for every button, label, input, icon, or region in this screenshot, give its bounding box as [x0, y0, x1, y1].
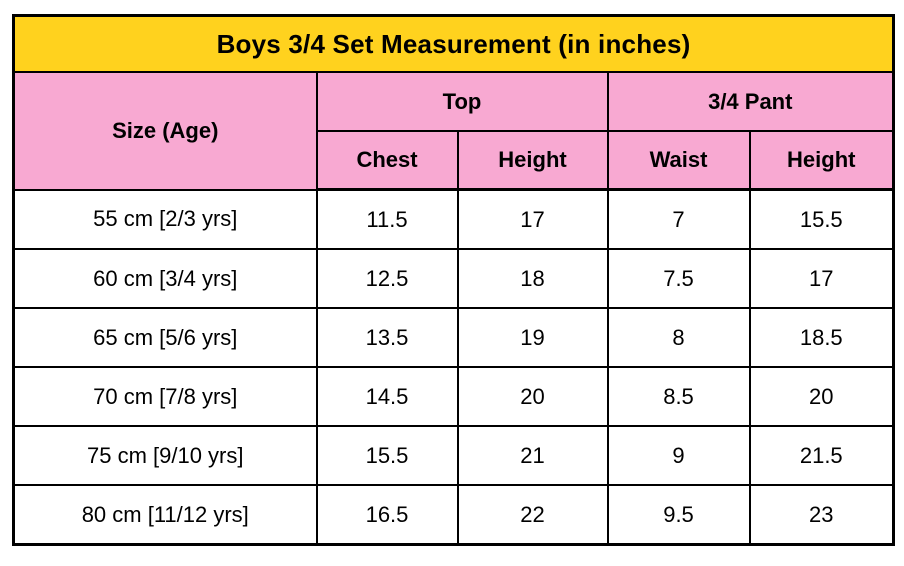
- waist-cell: 9.5: [606, 484, 751, 546]
- chest-cell: 16.5: [315, 484, 459, 546]
- size-cell: 55 cm [2/3 yrs]: [12, 188, 318, 250]
- pant-height-cell: 21.5: [748, 425, 895, 486]
- pant-height-cell: 17: [748, 248, 895, 309]
- top-height-cell: 22: [456, 484, 609, 546]
- table-title: Boys 3/4 Set Measurement (in inches): [12, 14, 895, 73]
- top-height-cell: 17: [456, 188, 609, 250]
- size-cell: 65 cm [5/6 yrs]: [12, 307, 318, 368]
- header-group-row: Size (Age) Top 3/4 Pant: [12, 71, 895, 191]
- header-subhead-row: Chest Height Waist Height: [14, 130, 895, 191]
- waist-cell: 7: [606, 188, 751, 250]
- header-top-height: Height: [456, 130, 609, 191]
- waist-cell: 8: [606, 307, 751, 368]
- waist-cell: 8.5: [606, 366, 751, 427]
- size-cell: 70 cm [7/8 yrs]: [12, 366, 318, 427]
- pant-height-cell: 15.5: [748, 188, 895, 250]
- table-title-row: Boys 3/4 Set Measurement (in inches): [12, 14, 895, 73]
- header-group-top: Top: [315, 71, 609, 132]
- chest-cell: 13.5: [315, 307, 459, 368]
- waist-cell: 9: [606, 425, 751, 486]
- header-chest: Chest: [315, 130, 459, 191]
- header-pant-height: Height: [748, 130, 895, 191]
- table-row: 80 cm [11/12 yrs] 16.5 22 9.5 23: [12, 484, 895, 546]
- header-waist: Waist: [606, 130, 751, 191]
- chest-cell: 11.5: [315, 188, 459, 250]
- top-height-cell: 19: [456, 307, 609, 368]
- top-height-cell: 21: [456, 425, 609, 486]
- table-row: 60 cm [3/4 yrs] 12.5 18 7.5 17: [12, 248, 895, 309]
- pant-height-cell: 20: [748, 366, 895, 427]
- chest-cell: 15.5: [315, 425, 459, 486]
- size-cell: 80 cm [11/12 yrs]: [12, 484, 318, 546]
- chest-cell: 14.5: [315, 366, 459, 427]
- pant-height-cell: 18.5: [748, 307, 895, 368]
- table-row: 70 cm [7/8 yrs] 14.5 20 8.5 20: [12, 366, 895, 427]
- header-group-pant: 3/4 Pant: [606, 71, 895, 132]
- top-height-cell: 20: [456, 366, 609, 427]
- table-row: 65 cm [5/6 yrs] 13.5 19 8 18.5: [12, 307, 895, 368]
- size-measurement-table: Boys 3/4 Set Measurement (in inches) Siz…: [12, 14, 896, 546]
- size-cell: 60 cm [3/4 yrs]: [12, 248, 318, 309]
- table-row: 55 cm [2/3 yrs] 11.5 17 7 15.5: [12, 188, 895, 250]
- waist-cell: 7.5: [606, 248, 751, 309]
- top-height-cell: 18: [456, 248, 609, 309]
- pant-height-cell: 23: [748, 484, 895, 546]
- table-row: 75 cm [9/10 yrs] 15.5 21 9 21.5: [12, 425, 895, 486]
- chest-cell: 12.5: [315, 248, 459, 309]
- size-cell: 75 cm [9/10 yrs]: [12, 425, 318, 486]
- header-size-age: Size (Age): [12, 71, 318, 191]
